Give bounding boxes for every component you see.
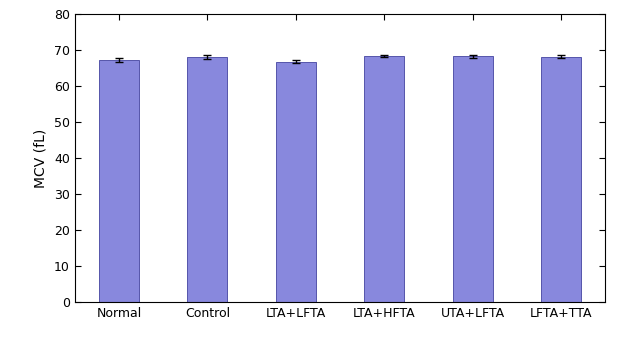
Y-axis label: MCV (fL): MCV (fL) [33, 129, 47, 187]
Bar [453, 56, 493, 302]
Bar [99, 60, 139, 302]
Bar [187, 57, 227, 302]
Bar [364, 56, 404, 302]
Bar [542, 56, 581, 302]
Bar [276, 62, 316, 302]
